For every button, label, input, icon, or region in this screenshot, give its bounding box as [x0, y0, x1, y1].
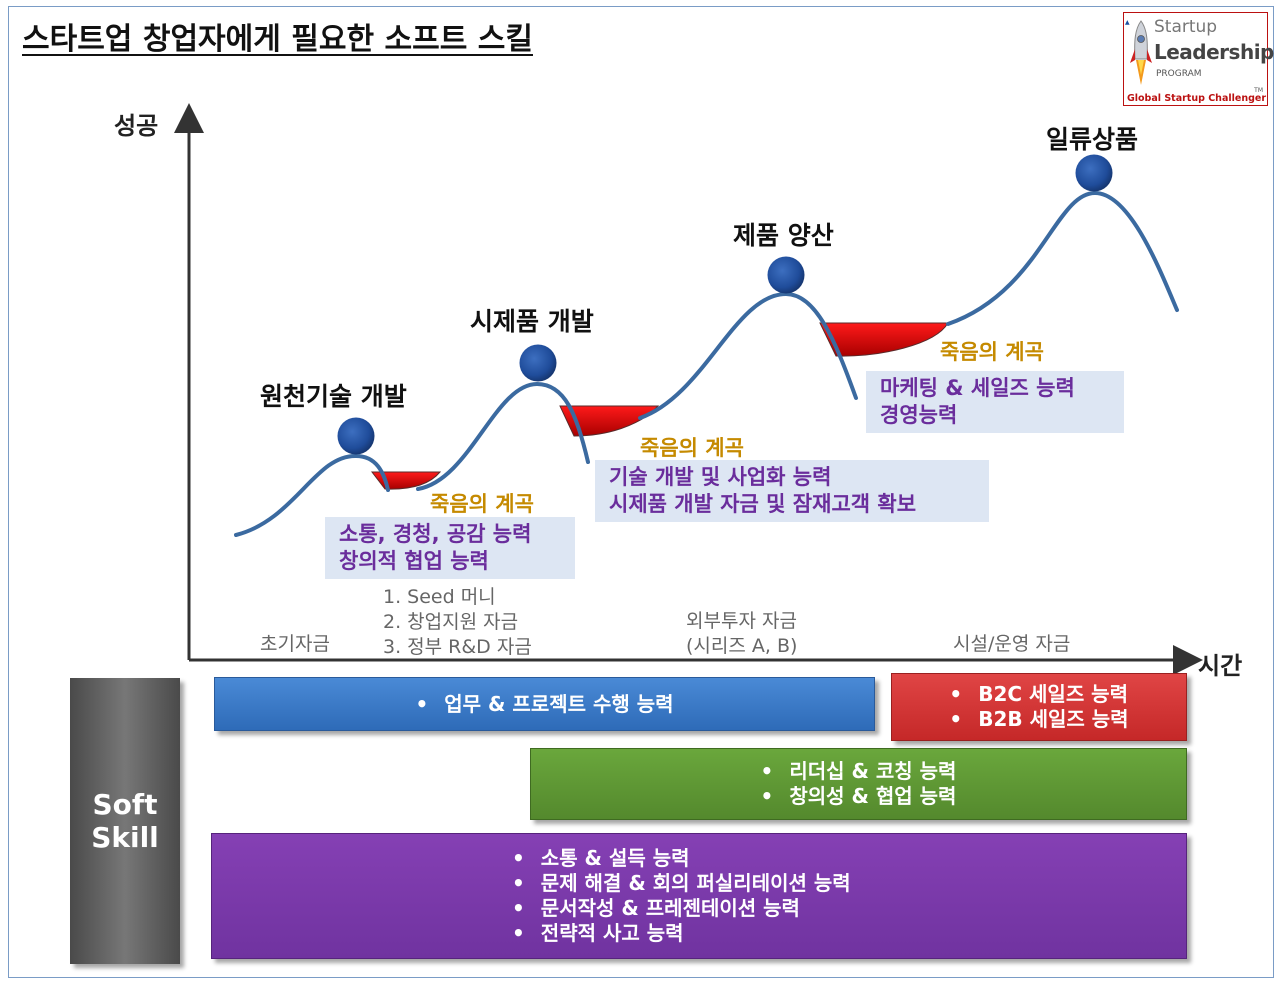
peak-label-2: 시제품 개발	[470, 307, 594, 336]
logo-tagline: Global Startup Challenger	[1126, 93, 1267, 104]
logo-startup-text: Startup	[1154, 17, 1218, 37]
skill-box-3: 마케팅 & 세일즈 능력 경영능력	[866, 371, 1124, 433]
logo-program-text: PROGRAM	[1156, 69, 1202, 79]
skill-box-3-line-2: 경영능력	[880, 403, 958, 427]
success-curve-segment-3	[638, 291, 858, 420]
bar-communication: 소통 & 설득 능력 문제 해결 & 회의 퍼실리테이션 능력 문서작성 & 프…	[211, 833, 1187, 959]
bar-communication-item-2: 문제 해결 & 회의 퍼실리테이션 능력	[512, 871, 851, 896]
funding-initial-list: 1. Seed 머니 2. 창업지원 자금 3. 정부 R&D 자금	[383, 585, 532, 660]
funding-initial-item-2: 2. 창업지원 자금	[383, 611, 519, 633]
milestone-ball-2	[519, 344, 557, 382]
bar-sales-item-1: B2C 세일즈 능력	[949, 682, 1128, 707]
funding-initial-item-1: 1. Seed 머니	[383, 586, 496, 608]
funding-initial-item-3: 3. 정부 R&D 자금	[383, 636, 532, 658]
milestone-ball-1	[337, 417, 375, 455]
soft-skill-line-1: Soft	[92, 788, 158, 821]
success-curve-segment-2	[416, 381, 590, 491]
funding-external: 외부투자 자금 (시리즈 A, B)	[686, 609, 797, 659]
death-valley-label-1: 죽음의 계곡	[430, 492, 534, 516]
bar-leadership-item-2: 창의성 & 협업 능력	[761, 784, 956, 809]
funding-external-line-2: (시리즈 A, B)	[686, 635, 798, 657]
x-axis-label: 시간	[1198, 652, 1243, 680]
skill-box-2-line-2: 시제품 개발 자금 및 잠재고객 확보	[609, 492, 917, 516]
bar-sales-item-2: B2B 세일즈 능력	[949, 707, 1128, 732]
peak-label-1: 원천기술 개발	[260, 382, 407, 411]
soft-skill-block: Soft Skill	[70, 678, 180, 964]
death-valley-3	[819, 322, 949, 357]
skill-box-2: 기술 개발 및 사업화 능력 시제품 개발 자금 및 잠재고객 확보	[595, 460, 989, 522]
bar-work-project-item-1: 업무 & 프로젝트 수행 능력	[415, 692, 673, 717]
success-curve-segment-4	[946, 190, 1179, 326]
page-title: 스타트업 창업자에게 필요한 소프트 스킬	[22, 22, 533, 57]
rocket-icon	[1130, 20, 1152, 85]
startup-leadership-logo: Startup Leadership PROGRAM Global Startu…	[1123, 12, 1274, 106]
skill-box-1-line-2: 창의적 협업 능력	[339, 549, 489, 573]
success-curve-segment-1	[234, 453, 390, 537]
funding-external-line-1: 외부투자 자금	[686, 610, 797, 632]
logo-tm: TM	[1254, 87, 1263, 94]
bar-communication-item-3: 문서작성 & 프레젠테이션 능력	[512, 896, 851, 921]
death-valley-label-3: 죽음의 계곡	[940, 340, 1044, 364]
bar-communication-item-4: 전략적 사고 능력	[512, 921, 851, 946]
skill-box-2-line-1: 기술 개발 및 사업화 능력	[609, 465, 832, 489]
y-axis-label: 성공	[114, 112, 159, 140]
bar-leadership-item-1: 리더십 & 코칭 능력	[761, 759, 956, 784]
funding-initial: 초기자금	[260, 633, 330, 655]
peak-label-4: 일류상품	[1046, 125, 1139, 154]
logo-leadership-text: Leadership	[1154, 40, 1274, 64]
bar-communication-item-1: 소통 & 설득 능력	[512, 846, 851, 871]
skill-box-1: 소통, 경청, 공감 능력 창의적 협업 능력	[325, 517, 575, 579]
skill-box-1-line-1: 소통, 경청, 공감 능력	[339, 522, 532, 546]
slide-frame	[8, 6, 1274, 978]
soft-skill-line-2: Skill	[91, 821, 159, 854]
logo-mini-mark: ▲	[1125, 19, 1130, 26]
peak-label-3: 제품 양산	[733, 221, 834, 250]
funding-facility: 시설/운영 자금	[953, 633, 1071, 655]
bar-work-project: 업무 & 프로젝트 수행 능력	[214, 677, 875, 731]
death-valley-1	[370, 471, 442, 490]
skill-box-3-line-1: 마케팅 & 세일즈 능력	[880, 376, 1075, 400]
milestone-ball-3	[767, 256, 805, 294]
death-valley-2	[559, 405, 660, 437]
bar-sales: B2C 세일즈 능력 B2B 세일즈 능력	[891, 673, 1187, 741]
bar-leadership: 리더십 & 코칭 능력 창의성 & 협업 능력	[530, 748, 1187, 820]
milestone-ball-4	[1075, 154, 1113, 192]
death-valley-label-2: 죽음의 계곡	[640, 436, 744, 460]
